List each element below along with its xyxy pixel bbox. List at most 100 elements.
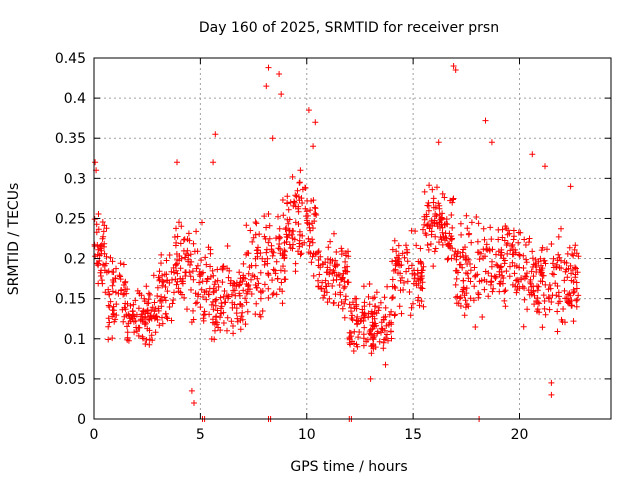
- data-point: [435, 200, 442, 207]
- data-point: [272, 267, 278, 274]
- data-point: [327, 260, 334, 266]
- data-point: [419, 267, 426, 274]
- data-point: [151, 299, 158, 306]
- data-point: [467, 295, 474, 302]
- data-point: [520, 265, 527, 271]
- data-point: [439, 241, 446, 248]
- data-point: [380, 345, 387, 352]
- data-point: [444, 256, 451, 263]
- data-point: [213, 321, 220, 328]
- data-point: [554, 328, 561, 335]
- data-point: [435, 139, 442, 146]
- data-point: [439, 229, 446, 236]
- data-point: [225, 274, 232, 281]
- data-point: [274, 275, 281, 282]
- data-point: [182, 254, 188, 261]
- data-point: [312, 205, 319, 212]
- data-point: [529, 151, 536, 158]
- data-point: [239, 309, 246, 316]
- data-point: [105, 336, 112, 343]
- data-point: [175, 285, 182, 292]
- data-point: [296, 228, 303, 235]
- data-point: [219, 279, 226, 286]
- data-point: [340, 285, 347, 292]
- data-point: [105, 286, 112, 293]
- data-point: [169, 300, 176, 307]
- data-point: [533, 269, 540, 275]
- data-point: [558, 225, 564, 232]
- data-point: [417, 276, 424, 283]
- data-point: [459, 264, 466, 271]
- data-point: [472, 324, 479, 330]
- data-point: [554, 283, 561, 289]
- data-point: [540, 292, 547, 299]
- data-point: [184, 306, 190, 313]
- data-point: [214, 307, 221, 314]
- data-point: [357, 318, 364, 325]
- data-point: [572, 271, 579, 278]
- data-point: [448, 212, 455, 218]
- data-point: [173, 281, 180, 288]
- data-point: [529, 255, 536, 262]
- data-point: [105, 323, 112, 330]
- data-point: [574, 296, 581, 303]
- data-point: [548, 391, 555, 398]
- data-point: [222, 299, 229, 306]
- data-point: [149, 304, 156, 311]
- data-point: [159, 282, 166, 289]
- data-point: [483, 241, 490, 248]
- data-point: [405, 265, 412, 272]
- data-point: [513, 277, 519, 284]
- data-point: [462, 304, 469, 311]
- data-point: [361, 299, 368, 306]
- data-point: [177, 265, 184, 272]
- data-point: [562, 268, 569, 275]
- data-point: [353, 301, 360, 308]
- data-point: [337, 291, 344, 298]
- data-point: [431, 219, 438, 226]
- data-point: [292, 260, 299, 267]
- data-point: [156, 277, 163, 284]
- data-point: [306, 224, 313, 231]
- data-point: [382, 304, 389, 311]
- data-point: [548, 241, 555, 247]
- data-point: [386, 311, 393, 318]
- data-point: [421, 188, 428, 195]
- data-point: [239, 303, 246, 309]
- data-point: [401, 254, 408, 261]
- data-point: [105, 315, 112, 322]
- data-point: [282, 276, 289, 283]
- data-point: [158, 260, 164, 267]
- data-point: [257, 288, 264, 295]
- data-point: [523, 259, 530, 266]
- data-point: [428, 228, 435, 235]
- data-point: [388, 335, 395, 342]
- data-point: [493, 261, 500, 268]
- data-point: [135, 332, 142, 339]
- data-point: [307, 207, 314, 214]
- data-point: [303, 208, 310, 215]
- data-point: [331, 230, 337, 237]
- data-point: [350, 348, 357, 354]
- data-point: [570, 286, 577, 293]
- data-point: [173, 267, 180, 274]
- data-point: [197, 304, 204, 311]
- data-point: [495, 236, 502, 243]
- data-point: [510, 246, 517, 253]
- chart-title: Day 160 of 2025, SRMTID for receiver prs…: [199, 20, 499, 36]
- data-point: [452, 67, 459, 73]
- data-point: [382, 361, 389, 368]
- data-point: [207, 250, 214, 257]
- data-point: [210, 306, 217, 313]
- data-point: [385, 337, 391, 344]
- data-point: [299, 200, 306, 206]
- data-point: [206, 291, 212, 298]
- data-point: [562, 319, 568, 326]
- data-point: [177, 289, 184, 296]
- data-point: [298, 250, 305, 257]
- data-point: [199, 219, 205, 226]
- data-point: [430, 204, 437, 211]
- data-point: [289, 173, 296, 180]
- y-tick-label: 0.3: [64, 171, 86, 187]
- data-point: [123, 312, 130, 319]
